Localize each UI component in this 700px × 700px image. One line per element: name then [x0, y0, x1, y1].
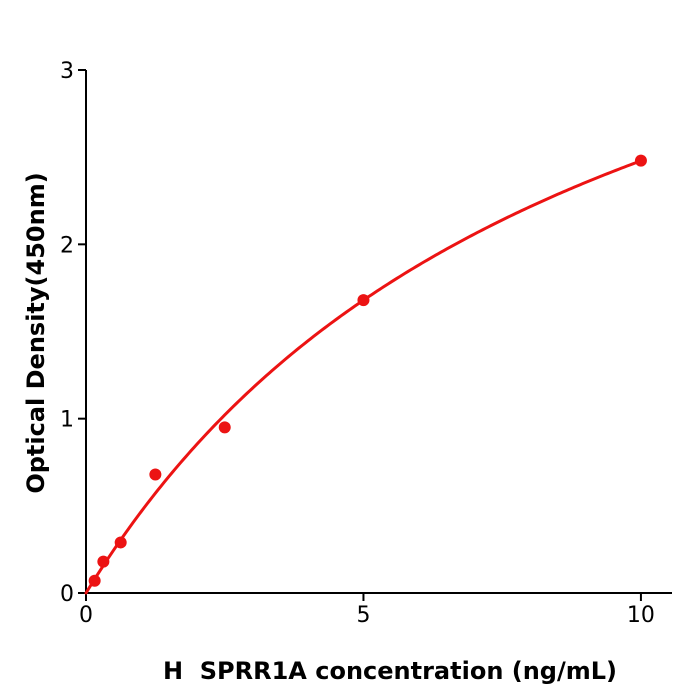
y-tick-label: 1 — [60, 408, 74, 433]
y-tick-label: 0 — [60, 582, 74, 607]
axes-layer: 0 5 10 0 1 2 3 — [60, 59, 672, 628]
fitted-curve — [84, 159, 643, 595]
data-point — [357, 294, 370, 307]
data-point — [218, 421, 231, 434]
data-point — [149, 468, 162, 481]
data-point — [97, 555, 110, 568]
data-layer — [84, 154, 647, 595]
y-axis-title: Optical Density(450nm) — [22, 172, 50, 493]
x-tick-label: 0 — [79, 603, 93, 628]
data-point — [634, 154, 647, 167]
data-point — [88, 574, 101, 587]
data-point — [114, 536, 127, 549]
y-tick-label: 2 — [60, 233, 74, 258]
x-tick-label: 10 — [627, 603, 655, 628]
x-tick-label: 5 — [356, 603, 370, 628]
x-axis-title: H SPRR1A concentration (ng/mL) — [163, 657, 617, 685]
y-tick-label: 3 — [60, 59, 74, 84]
